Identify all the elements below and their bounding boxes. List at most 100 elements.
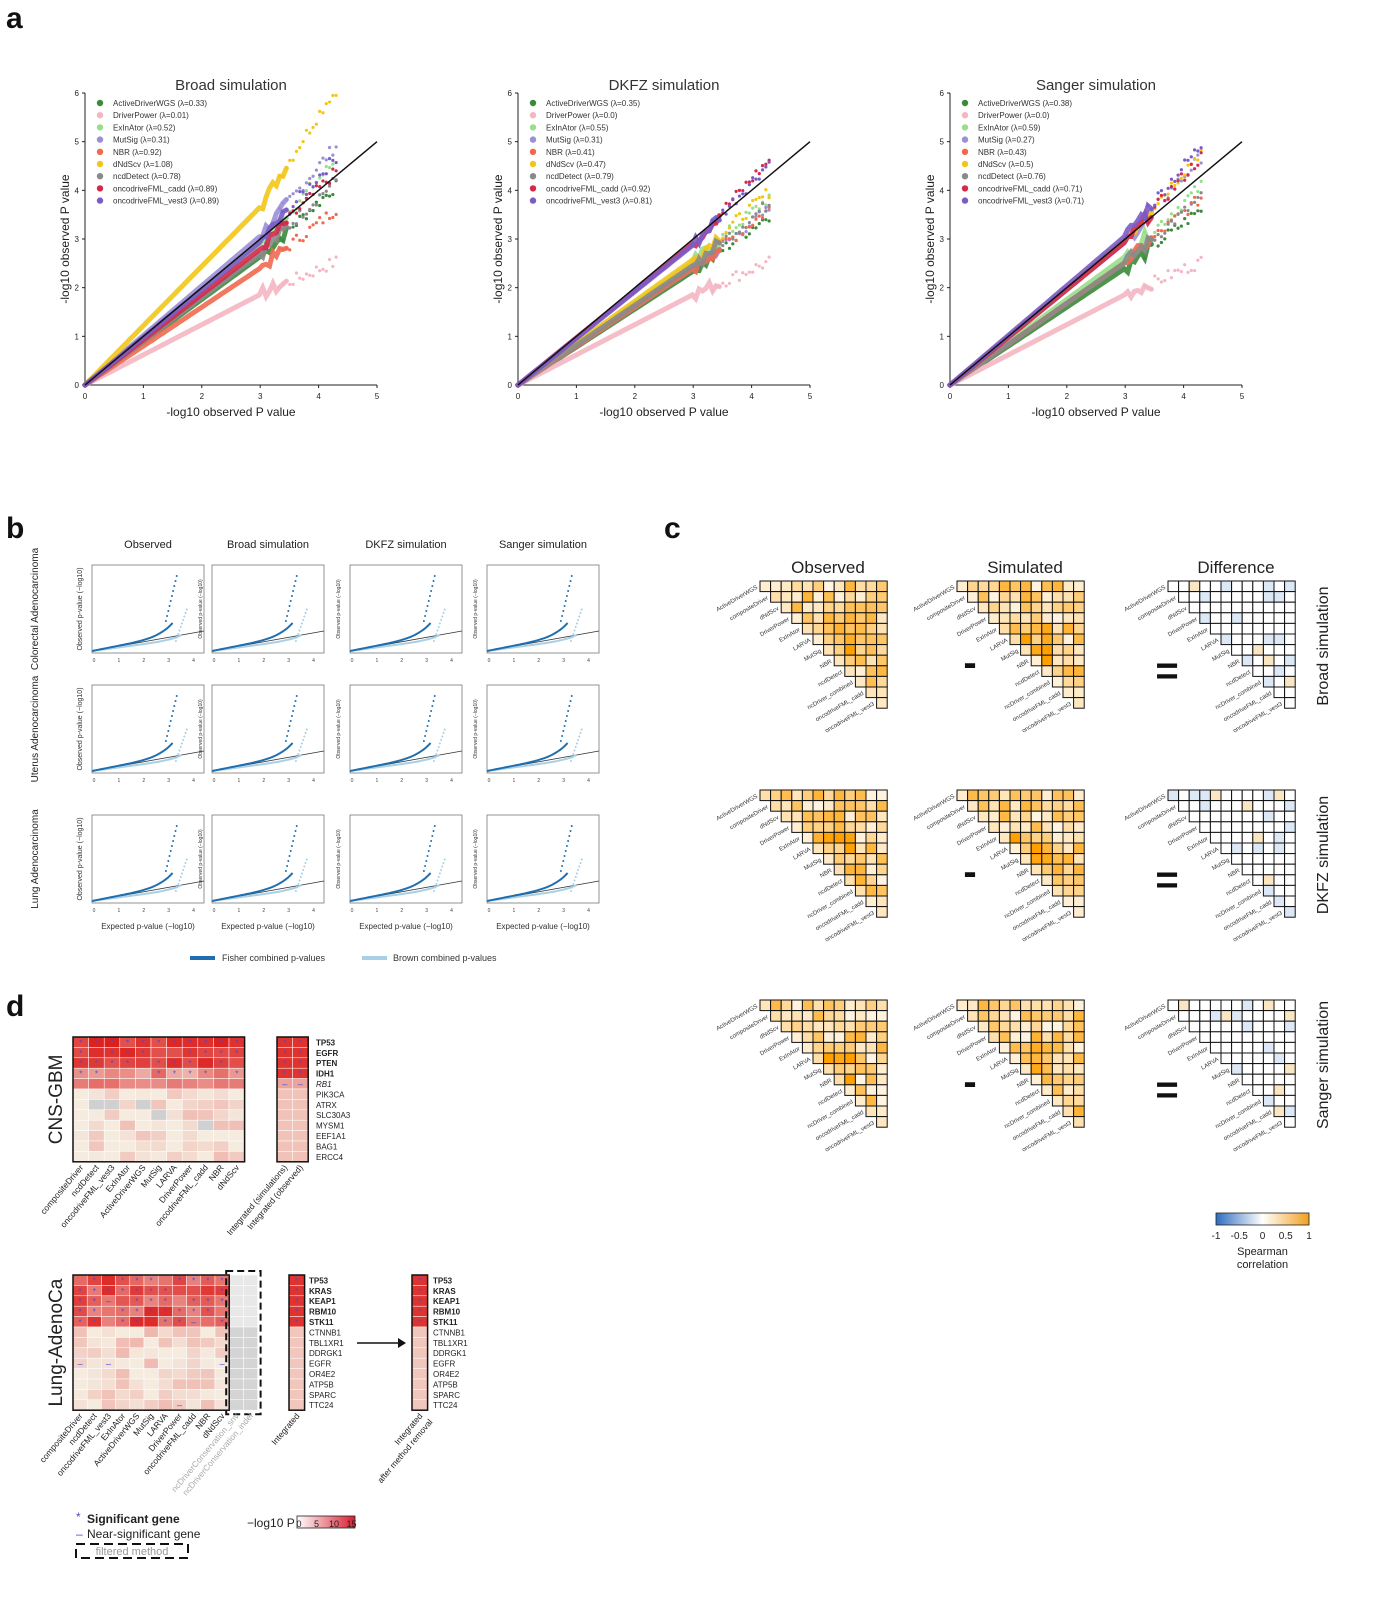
matrix-cell (956, 580, 969, 593)
matrix-cell (1167, 580, 1180, 593)
gene-label: RB1 (316, 1080, 332, 1089)
x-tick-label: 4 (450, 778, 453, 784)
series-point (1176, 268, 1180, 272)
series-point (1196, 158, 1200, 162)
matrix-cell (1020, 1020, 1032, 1033)
gene-label: EGFR (316, 1049, 338, 1058)
matrix-cell (1209, 789, 1222, 802)
matrix-cell (823, 853, 835, 865)
matrix-cell (833, 591, 846, 603)
brown-point (304, 612, 307, 614)
brown-point (180, 742, 183, 745)
series-point (1169, 219, 1174, 223)
series-point (291, 237, 295, 241)
matrix-cell (1199, 1031, 1211, 1043)
series-point (767, 203, 771, 207)
matrix-cell (1262, 633, 1275, 646)
heatmap-cell (88, 1088, 105, 1100)
significant-mark: * (126, 1038, 129, 1047)
matrix-cell (1252, 654, 1264, 667)
series-point (1192, 200, 1197, 204)
heatmap-cell (129, 1337, 145, 1349)
method-label: dNdScv (956, 1025, 977, 1041)
method-label: oncodriveFML_cadd (1223, 900, 1273, 932)
legend-marker (529, 197, 537, 204)
matrix-cell (1073, 622, 1085, 635)
series-point (331, 167, 335, 171)
series-point (1143, 284, 1147, 288)
series-point (724, 234, 728, 238)
brown-point (442, 732, 445, 734)
matrix-cell (1030, 1020, 1043, 1033)
matrix-cell (1284, 906, 1296, 918)
series-point (767, 160, 771, 164)
x-tick-label: 3 (425, 778, 428, 784)
matrix-cell (1231, 999, 1243, 1012)
series-point (298, 186, 302, 190)
legend-marker (961, 148, 969, 155)
x-tick-label: 1 (117, 908, 120, 914)
matrix-cell (1030, 800, 1043, 812)
significant-mark: * (295, 1287, 298, 1296)
method-label: oncodriveFML_cadd (1223, 691, 1273, 723)
fisher-curve (486, 872, 569, 902)
matrix-cell (1262, 884, 1275, 897)
matrix-cell (1284, 1020, 1296, 1033)
heatmap-cell (228, 1057, 245, 1069)
brown-point (299, 876, 302, 878)
fisher-curve (91, 742, 174, 772)
matrix-cell (833, 1073, 846, 1086)
brown-point (177, 753, 180, 755)
integrated-cell (292, 1130, 309, 1142)
series-point (1183, 263, 1187, 267)
matrix-cell (1041, 874, 1053, 886)
matrix-cell (1062, 580, 1075, 593)
legend-dash: – (76, 1527, 83, 1541)
matrix-cell (801, 612, 814, 624)
significant-mark: * (299, 1070, 302, 1079)
matrix-cell (1073, 906, 1085, 918)
matrix-cell (977, 591, 990, 603)
y-tick-label: 0 (508, 381, 513, 390)
heatmap-cell (72, 1274, 88, 1286)
matrix-cell (1284, 831, 1296, 844)
matrix-cell (1199, 612, 1211, 624)
matrix-cell (812, 622, 825, 635)
matrix-cell (1030, 622, 1043, 635)
matrix-cell (988, 789, 1000, 802)
matrix-cell (1262, 601, 1275, 614)
matrix-cell (1284, 895, 1296, 908)
significant-mark: * (79, 1038, 82, 1047)
matrix-cell (1284, 654, 1296, 667)
matrix-cell (988, 612, 1000, 624)
method-label: dNdScv (1167, 1025, 1188, 1041)
series-point (741, 188, 745, 193)
significant-mark: * (206, 1276, 209, 1285)
matrix-cell (1041, 863, 1053, 876)
series-point (1199, 196, 1203, 200)
matrix-cell (1030, 591, 1043, 603)
matrix-cell (1273, 601, 1286, 614)
method-label: NBR (1227, 868, 1242, 880)
heatmap-cell (181, 1130, 199, 1142)
brown-point (572, 753, 575, 755)
method-label: LARVA (792, 1057, 812, 1072)
brown-point (573, 749, 576, 752)
series-point (717, 248, 722, 252)
matrix-cell (812, 1020, 825, 1033)
heatmap-cell (166, 1047, 183, 1059)
fisher-curve (349, 872, 432, 902)
matrix-cell (1030, 842, 1043, 855)
matrix-cell (1199, 810, 1211, 823)
heatmap-cell (129, 1399, 145, 1411)
matrix-cell (1051, 800, 1064, 812)
brown-point (296, 756, 299, 759)
legend-marker (96, 173, 104, 180)
series-point (1149, 211, 1154, 215)
significant-mark: * (150, 1297, 153, 1306)
series-point (764, 203, 768, 207)
matrix-cell (1062, 1041, 1075, 1054)
heatmap-cell (228, 1389, 244, 1401)
brown-point (303, 615, 306, 618)
